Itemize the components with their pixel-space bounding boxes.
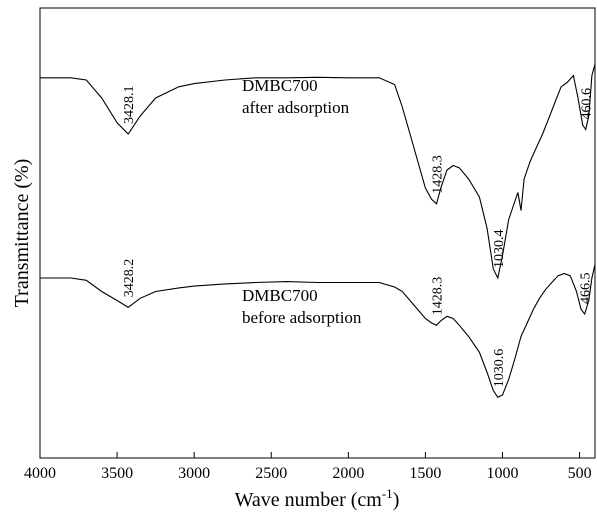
x-tick-label: 4000 xyxy=(24,465,56,482)
y-axis-label: Transmittance (%) xyxy=(11,159,33,308)
x-tick-label: 3500 xyxy=(101,465,133,482)
series-label-1: after adsorption xyxy=(242,98,350,117)
x-axis-label: Wave number (cm-1) xyxy=(235,486,400,511)
series-line-2 xyxy=(40,264,596,399)
peak-annotation: 1428.3 xyxy=(431,155,446,194)
peak-annotation: 460.6 xyxy=(580,88,595,120)
series-label-2: before adsorption xyxy=(242,308,362,327)
x-tick-label: 1000 xyxy=(487,465,519,482)
x-tick-label: 2000 xyxy=(332,465,364,482)
series-line-1 xyxy=(40,64,596,280)
peak-annotation: 1428.3 xyxy=(431,277,446,316)
peak-annotation: 1030.4 xyxy=(492,230,507,269)
x-axis: 4000 3500 3000 2500 2000 1500 1000 500 xyxy=(24,452,592,482)
peak-annotation: 3428.2 xyxy=(122,259,137,298)
series-label-2: DMBC700 xyxy=(242,286,318,305)
x-tick-label: 500 xyxy=(568,465,592,482)
series-layer: DMBC700 after adsorption 3428.1 1428.3 1030.… xyxy=(40,64,596,399)
peak-annotation: 3428.1 xyxy=(122,86,137,125)
plot-frame xyxy=(39,7,596,459)
peak-annotation: 466.5 xyxy=(579,273,594,305)
series-label-1: DMBC700 xyxy=(242,76,318,95)
x-axis-label-sup: -1 xyxy=(382,486,393,501)
x-tick-label: 3000 xyxy=(178,465,210,482)
x-tick-label: 2500 xyxy=(255,465,287,482)
x-axis-label-text: Wave number (cm xyxy=(235,489,383,511)
x-axis-label-suffix: ) xyxy=(393,489,400,511)
x-tick-label: 1500 xyxy=(409,465,441,482)
peak-annotation: 1030.6 xyxy=(492,349,507,388)
